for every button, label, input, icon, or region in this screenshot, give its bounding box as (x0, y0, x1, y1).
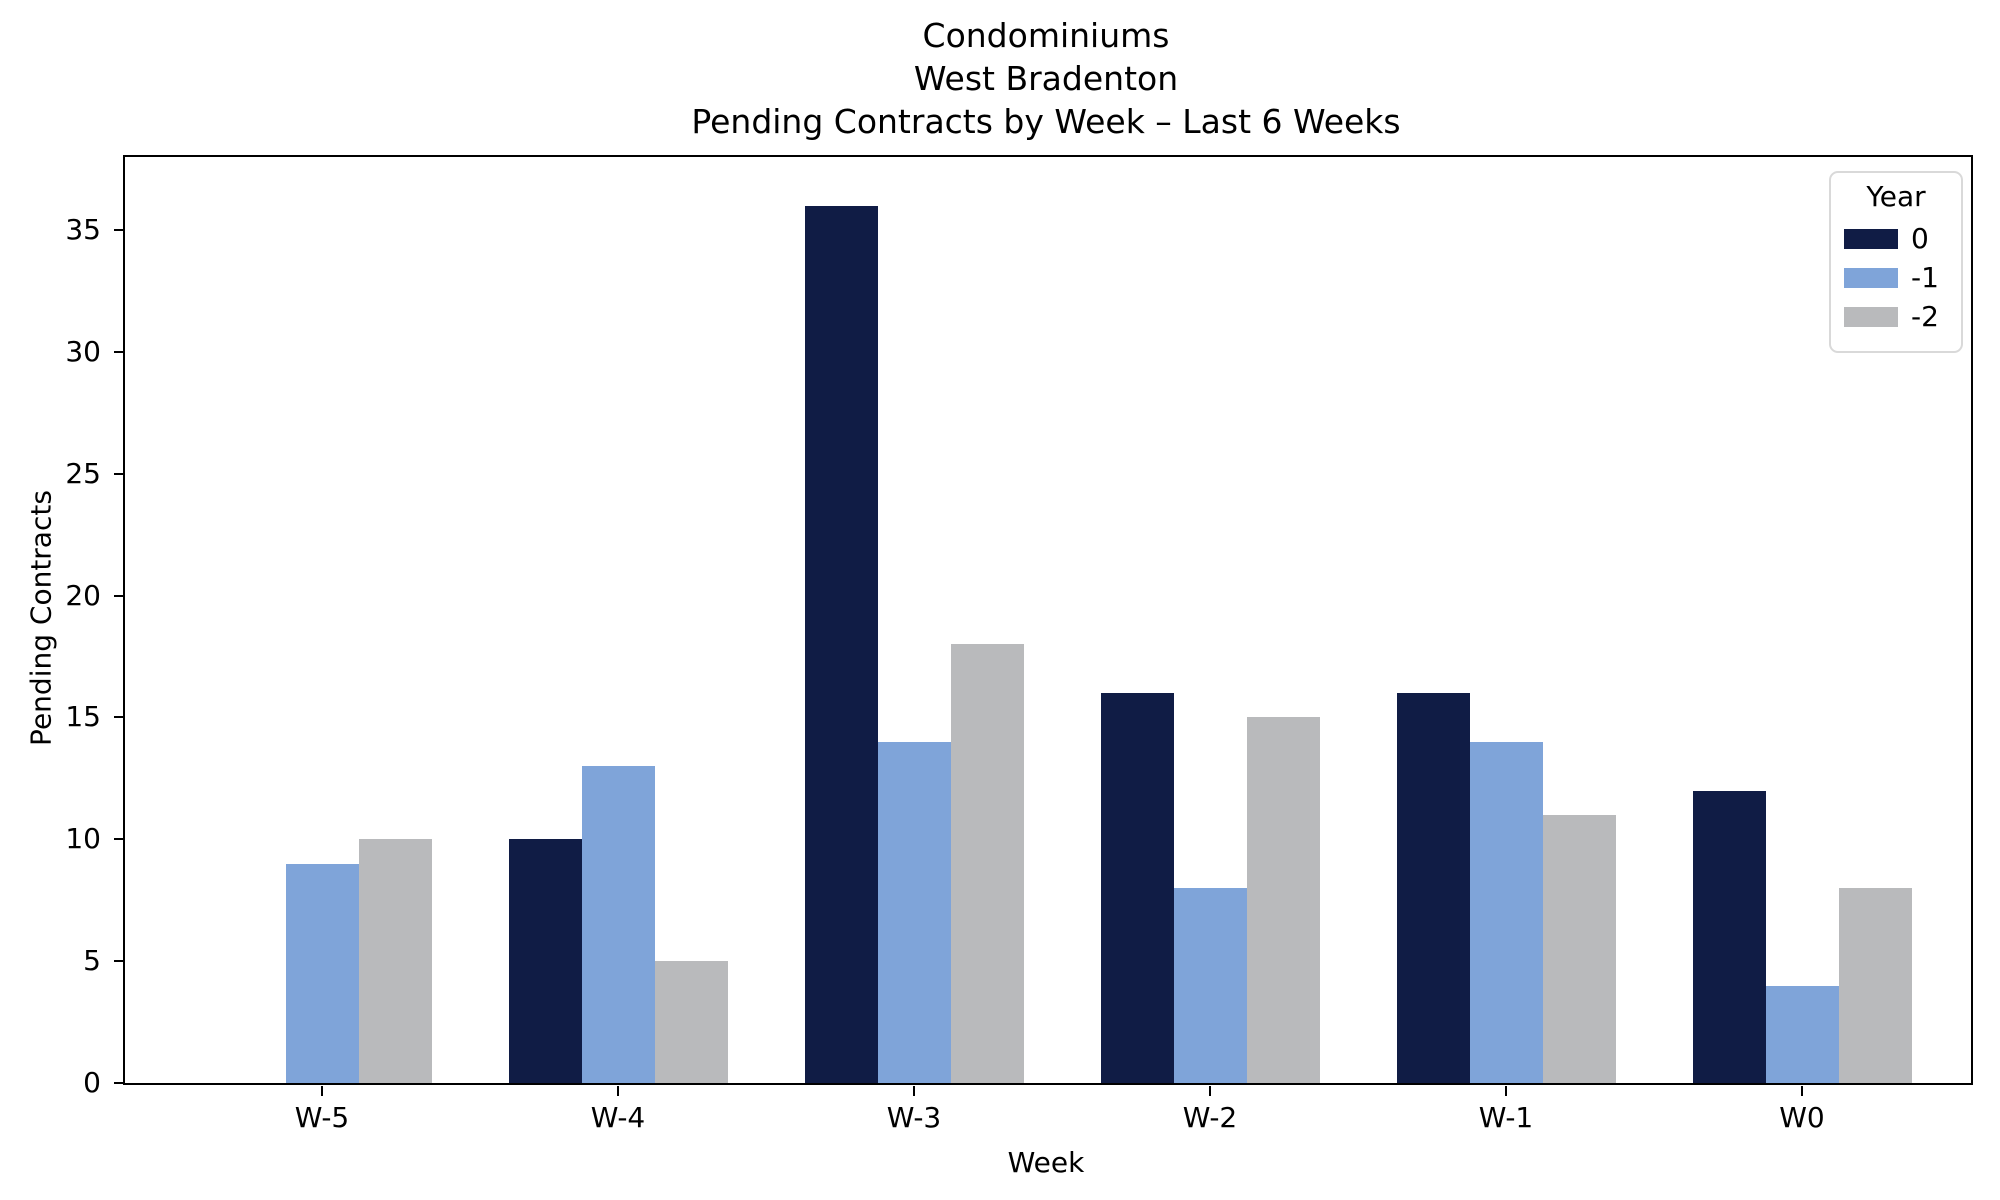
bar-W-5-year-1 (285, 863, 359, 1083)
x-tick-label: W-1 (1478, 1101, 1534, 1134)
bar-W-2-year-2 (1246, 717, 1320, 1083)
chart-title: Condominiums West Bradenton Pending Cont… (123, 14, 1969, 143)
bar-W-3-year-1 (877, 741, 951, 1083)
y-tick-mark (114, 594, 123, 597)
legend-entry-label: 0 (1911, 222, 1929, 255)
x-tick-mark (913, 1086, 915, 1096)
y-tick-label: 30 (65, 334, 101, 368)
y-tick-mark (114, 229, 123, 232)
bar-W-1-year0 (1396, 693, 1470, 1083)
legend-swatch (1844, 307, 1898, 327)
legend-entry: -2 (1844, 302, 1961, 332)
bar-W0-year-2 (1838, 888, 1912, 1083)
bar-W-4-year-1 (581, 766, 655, 1083)
x-tick-mark (321, 1086, 323, 1096)
legend-entry: -1 (1844, 263, 1961, 293)
y-tick-mark (114, 716, 123, 719)
y-tick-label: 0 (83, 1066, 101, 1099)
title-line-2: West Bradenton (913, 59, 1179, 98)
y-tick-mark (114, 960, 123, 963)
bar-W0-year0 (1692, 790, 1766, 1083)
y-tick-label: 25 (65, 456, 101, 490)
bar-W-1-year-1 (1469, 741, 1543, 1083)
x-tick-label: W-4 (590, 1101, 646, 1134)
bar-W0-year-1 (1765, 985, 1839, 1083)
bar-W-2-year-1 (1173, 888, 1247, 1083)
legend-entry-label: -2 (1911, 300, 1939, 333)
x-tick-mark (617, 1086, 619, 1096)
y-tick-mark (114, 1082, 123, 1084)
x-tick-mark (1505, 1086, 1507, 1096)
x-tick-mark (1209, 1086, 1211, 1096)
title-line-1: Condominiums (922, 16, 1170, 55)
y-tick-mark (114, 350, 123, 353)
x-tick-mark (1801, 1086, 1803, 1096)
x-tick-label: W-3 (886, 1101, 942, 1134)
bar-W-3-year-2 (950, 644, 1024, 1083)
bar-W-2-year0 (1100, 693, 1174, 1083)
legend-entry-label: -1 (1911, 261, 1939, 294)
legend-swatch (1844, 229, 1898, 249)
plot-area: Year 0 -1 -2 0 5 10 15 20 25 30 35 W-5 W-4 W-3 W-2 W-1… (65, 155, 1973, 1134)
bar-W-5-year-2 (358, 839, 432, 1083)
y-tick-label: 10 (65, 822, 101, 856)
y-tick-mark (114, 838, 123, 841)
x-axis-label: Week (1007, 1146, 1085, 1179)
y-tick-label: 35 (65, 213, 101, 247)
x-tick-label: W-5 (294, 1101, 350, 1134)
y-tick-label: 20 (65, 578, 101, 612)
bar-W-4-year-2 (654, 961, 728, 1083)
bar-W-1-year-2 (1542, 814, 1616, 1083)
bar-W-4-year0 (508, 839, 582, 1083)
y-tick-label: 5 (83, 944, 101, 978)
legend-swatch (1844, 268, 1898, 288)
y-tick-label: 15 (65, 700, 101, 734)
x-tick-label: W-2 (1182, 1101, 1238, 1134)
y-tick-mark (114, 472, 123, 475)
legend: Year 0 -1 -2 (1829, 171, 1963, 353)
bar-W-3-year0 (804, 205, 878, 1083)
legend-entry: 0 (1844, 224, 1961, 254)
legend-title: Year (1866, 180, 1926, 213)
title-line-3: Pending Contracts by Week – Last 6 Weeks (691, 102, 1401, 141)
x-tick-label: W0 (1779, 1101, 1825, 1134)
